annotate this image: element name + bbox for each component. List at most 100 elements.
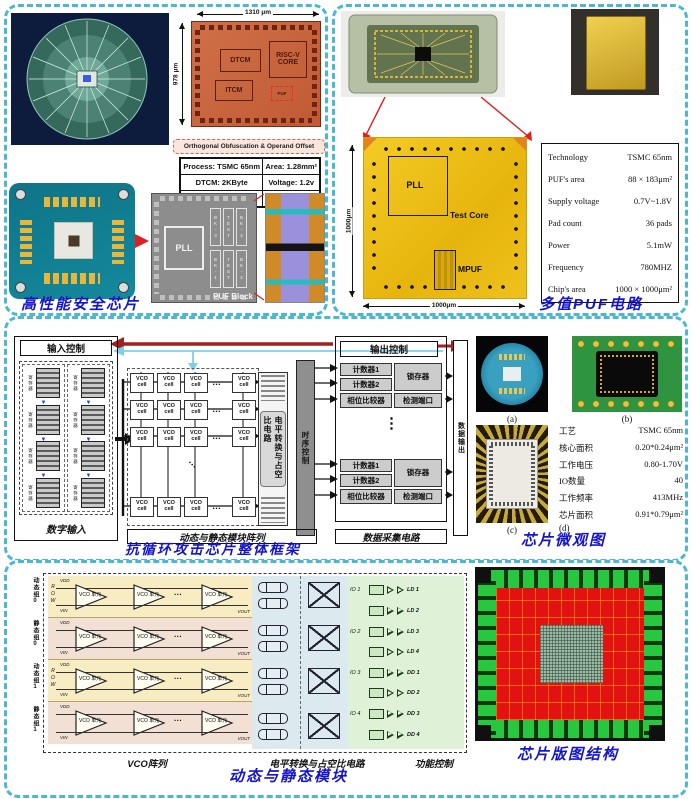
pll-block: PLL (164, 226, 204, 270)
vco-triangle: VCO 单元 (133, 626, 166, 652)
counter1-block: 计数器1 (340, 459, 392, 472)
daq-caption-box: 数据采集电路 (335, 529, 447, 544)
svg-text:VCO 单元: VCO 单元 (79, 675, 101, 682)
pll-label: PLL (406, 180, 424, 191)
pads (489, 445, 494, 503)
io-label: IO 2 (350, 628, 361, 635)
array-caption-box: 动态与静态模块阵列 (127, 529, 317, 544)
register-label: 寄存器 (73, 375, 79, 392)
row-label-3: 静态组1 (32, 706, 38, 734)
hdots: … (212, 377, 221, 387)
buffer-icon (397, 710, 404, 719)
spec-key: PUF's area (548, 174, 585, 184)
puf-die-photo: PLL BK-3 TEST BK-4 BK-1 TEST BK-2 PUF Bl… (151, 193, 257, 303)
corner (649, 725, 665, 741)
itcm-block: ITCM (215, 80, 253, 101)
buffer-icon (387, 606, 394, 615)
latch-block: 锁存器 (394, 363, 442, 391)
register-block (80, 404, 105, 435)
mpuf-spec-table: Technology TSMC 65nm PUF's area 88 × 183μm… (541, 143, 679, 303)
register-block (35, 441, 60, 472)
die-width-label: 1000μm (429, 302, 459, 309)
pad-ring-left (478, 570, 496, 738)
vco-cell: VCO cell (184, 427, 208, 447)
spec-key: IO数量 (559, 476, 585, 487)
panel-mpuf: 1000μm PLL Test Core MPUF 1000 (332, 4, 688, 316)
panel-framework: 输入控制 寄存器 寄存器 寄存器 寄存器 寄存器 寄存器 寄存器 寄存器 数字输… (4, 316, 688, 562)
digital-input-label: 数字输入 (46, 525, 86, 536)
dots: ··· (174, 716, 182, 725)
buffer-icon (387, 689, 394, 698)
counter1-block: 计数器1 (340, 363, 392, 376)
function-control-region: IO 1 LD 1 LD 2 IO 2 LD 3 LD 4 IO 3 DD 1 DD … (348, 576, 464, 749)
pad-col-left (368, 158, 380, 278)
buffer-icon (397, 730, 404, 739)
pads (491, 441, 533, 446)
photo-d-label: (d) (559, 523, 570, 533)
spec-key: 工作频率 (559, 493, 594, 504)
phase-comparator-block: 相位比较器 (340, 489, 392, 504)
vco-cell: VCO cell (232, 373, 256, 393)
spec-key: Pad count (548, 218, 582, 228)
out-label: LD 1 (407, 587, 419, 594)
die-width-dimension: 1000μm (363, 301, 525, 312)
pcb-chip-site (54, 222, 93, 260)
shifter-col-2 (258, 668, 288, 695)
svg-text:VCO 单元: VCO 单元 (79, 633, 101, 640)
puf-bank-group-top: BK-3 TEST BK-4 (210, 208, 247, 246)
die-height-label: 978 μm (172, 60, 180, 88)
corner-mark (364, 138, 377, 151)
io-label: IO 1 (350, 587, 361, 594)
dtcm-block: DTCM (220, 49, 261, 72)
spec-val: 780MHZ (640, 262, 672, 272)
pad-ring-bottom (478, 720, 662, 738)
pad-col-right (510, 158, 522, 278)
register-item: 寄存器 (68, 476, 109, 510)
diagonal-dots: … (186, 456, 203, 473)
svg-text:VCO 单元: VCO 单元 (205, 717, 227, 724)
package-photo (341, 11, 505, 97)
pll-block: PLL (388, 156, 448, 216)
level-converter-label: 电平转换与占空比电路 (260, 411, 286, 487)
register-item: 寄存器 (68, 403, 109, 437)
shifter-col-1 (258, 625, 288, 652)
vco-cell: VCO cell (130, 427, 154, 447)
out-label: LD 3 (407, 628, 419, 635)
photo-a-label: (a) (507, 414, 517, 424)
input-group: 输入控制 寄存器 寄存器 寄存器 寄存器 寄存器 寄存器 寄存器 寄存器 数字输… (14, 336, 118, 541)
fc-row: LD 4 (350, 647, 462, 658)
row-tag: ROW (50, 668, 56, 689)
spec-key: Technology (548, 152, 589, 162)
bank-cell: BK-2 (236, 250, 247, 288)
fc-row: IO 3 DD 1 (350, 667, 462, 678)
out-label: DD 4 (407, 731, 420, 738)
test-port-block: 检测端口 (394, 489, 442, 504)
io-label: IO 4 (350, 711, 361, 718)
vco-cell: VCO cell (157, 497, 181, 517)
pcb-photo (9, 183, 135, 299)
level-converter-block: 电平转换与占空比电路 (258, 372, 288, 526)
bank-cell: BK-1 (210, 250, 221, 288)
data-out-block: 数据输出 (453, 340, 468, 536)
spec-key: 核心面积 (559, 442, 594, 453)
spec-key: 芯片面积 (559, 509, 594, 520)
die-width-label: 1310 μm (242, 9, 274, 16)
buffer-icon (397, 586, 404, 595)
spec-val: 88 × 183μm² (627, 174, 672, 184)
mpuf-block (434, 250, 456, 290)
input-control-block: 输入控制 (20, 340, 112, 356)
spec-val: 5.1mW (646, 240, 672, 250)
pcb-pads-top (574, 338, 680, 350)
svg-text:VCO 单元: VCO 单元 (205, 591, 227, 598)
register-block (80, 441, 105, 472)
pad-col-left (195, 30, 200, 118)
pads (530, 445, 535, 503)
module-schematic: ROW VDD VIN VOUT VCO 单元 VCO 单元 ··· VCO 单… (43, 573, 467, 753)
vco-cell: VCO cell (232, 427, 256, 447)
acquisition-group: 输出控制 计数器1 计数器2 锁存器 相位比较器 检测端口 ⋮ 计数器1 计数器… (335, 336, 447, 522)
out-label: DD 2 (407, 690, 420, 697)
buffer-icon (397, 606, 404, 615)
corner-mark (513, 138, 526, 151)
vco-row-dynamic1: ROW VDD VIN VOUT VCO 单元 VCO 单元 ··· VCO 单… (48, 660, 252, 702)
io-label: IO 3 (350, 669, 361, 676)
